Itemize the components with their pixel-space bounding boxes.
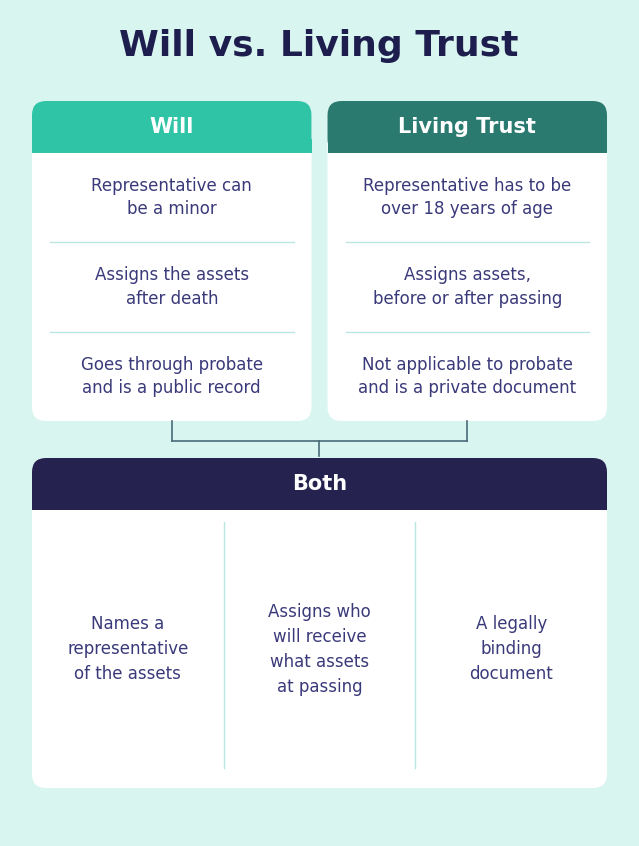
Bar [328, 139, 607, 153]
Text: Representative has to be
over 18 years of age: Representative has to be over 18 years o… [363, 177, 571, 218]
Bar [32, 496, 607, 510]
FancyBboxPatch shape [32, 101, 311, 153]
Text: Both: Both [292, 474, 347, 494]
Text: Assigns the assets
after death: Assigns the assets after death [95, 266, 249, 308]
Bar [32, 139, 311, 153]
Text: Representative can
be a minor: Representative can be a minor [91, 177, 252, 218]
Text: A legally
binding
document: A legally binding document [469, 615, 553, 683]
Text: Goes through probate
and is a public record: Goes through probate and is a public rec… [81, 355, 263, 397]
Text: Assigns who
will receive
what assets
at passing: Assigns who will receive what assets at … [268, 602, 371, 695]
FancyBboxPatch shape [32, 458, 607, 788]
Text: Will: Will [150, 117, 194, 137]
Text: Assigns assets,
before or after passing: Assigns assets, before or after passing [373, 266, 562, 308]
Text: Names a
representative
of the assets: Names a representative of the assets [67, 615, 189, 683]
Text: Will vs. Living Trust: Will vs. Living Trust [119, 29, 519, 63]
FancyBboxPatch shape [328, 101, 607, 421]
Text: Not applicable to probate
and is a private document: Not applicable to probate and is a priva… [358, 355, 576, 397]
FancyBboxPatch shape [328, 101, 607, 153]
FancyBboxPatch shape [32, 458, 607, 510]
FancyBboxPatch shape [32, 101, 311, 421]
Text: Living Trust: Living Trust [398, 117, 536, 137]
